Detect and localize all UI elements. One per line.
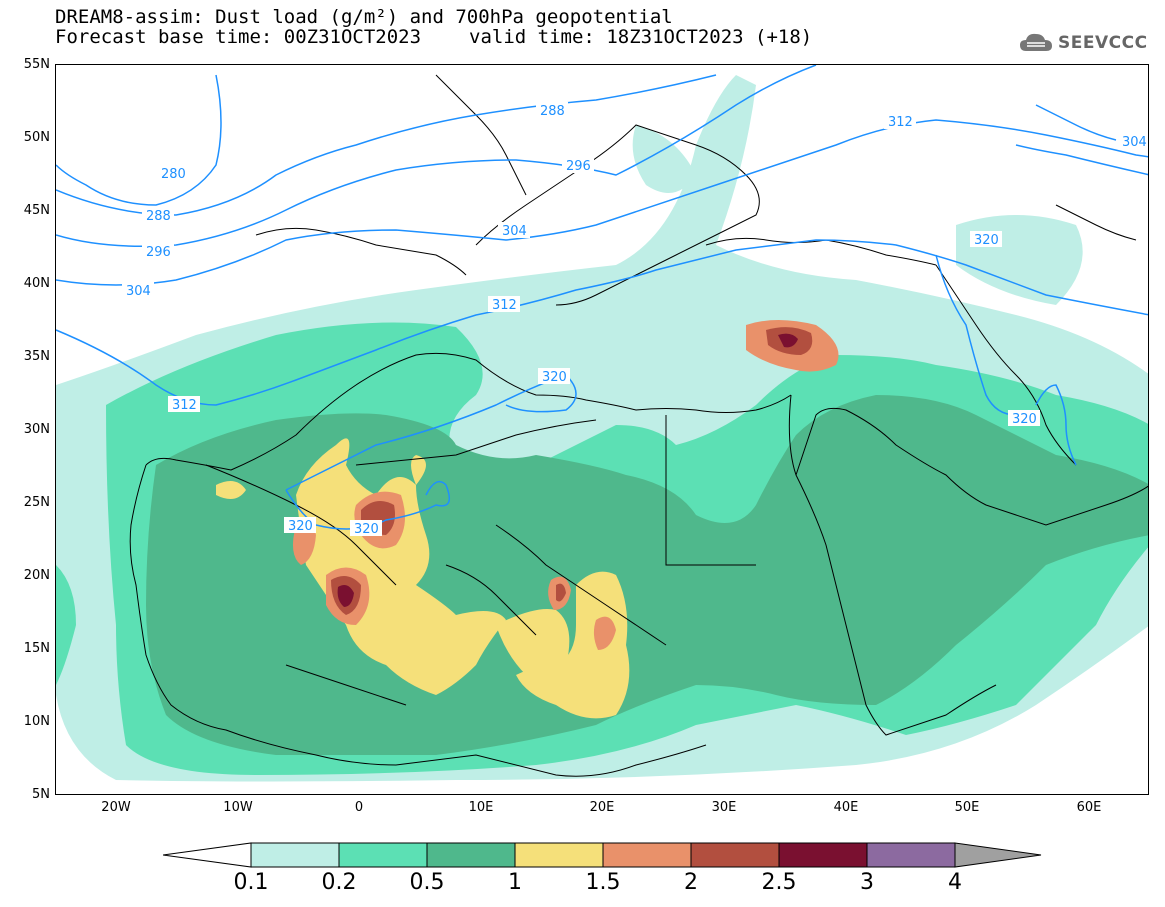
contour-label: 320 — [284, 517, 316, 534]
colorbar-label: 0.2 — [321, 870, 357, 895]
colorbar-label: 0.5 — [409, 870, 445, 895]
svg-text:320: 320 — [974, 233, 999, 248]
colorbar — [163, 842, 1042, 868]
lat-label: 20N — [23, 568, 50, 583]
colorbar-label: 1.5 — [585, 870, 621, 895]
lat-label: 45N — [23, 203, 50, 218]
svg-text:312: 312 — [888, 115, 913, 130]
dust-layer-1 — [216, 438, 630, 719]
svg-text:296: 296 — [566, 159, 591, 174]
colorbar-bin — [602, 842, 692, 868]
svg-text:304: 304 — [1122, 135, 1147, 150]
contour-label: 288 — [536, 102, 568, 119]
svg-text:312: 312 — [172, 398, 197, 413]
lon-label: 0 — [354, 800, 364, 815]
svg-text:320: 320 — [1012, 412, 1037, 427]
lat-label: 5N — [32, 787, 50, 802]
lat-label: 25N — [23, 495, 50, 510]
lat-label: 40N — [23, 276, 50, 291]
svg-text:312: 312 — [492, 298, 517, 313]
lat-label: 55N — [23, 57, 50, 72]
colorbar-label: 2 — [684, 870, 698, 895]
colorbar-label: 0.1 — [233, 870, 269, 895]
contour-label: 312 — [884, 113, 916, 130]
contour-label: 304 — [1118, 133, 1148, 150]
contour-label: 312 — [488, 296, 520, 313]
dust-layer-3 — [337, 333, 798, 607]
colorbar-bin — [778, 842, 868, 868]
lat-label: 30N — [23, 422, 50, 437]
contour-labels: 280 288 288 296 296 304 304 304 312 312 … — [122, 102, 1148, 537]
lat-label: 15N — [23, 641, 50, 656]
lon-label: 40E — [833, 800, 859, 815]
coastlines — [129, 74, 1148, 777]
colorbar-label: 3 — [860, 870, 874, 895]
lon-label: 30E — [711, 800, 737, 815]
colorbar-bin — [426, 842, 516, 868]
colorbar-min-arrow — [163, 842, 252, 868]
colorbar-bin — [338, 842, 428, 868]
contour-label: 280 — [156, 165, 188, 182]
svg-text:296: 296 — [146, 245, 171, 260]
lat-label: 50N — [23, 130, 50, 145]
lon-label: 50E — [954, 800, 980, 815]
colorbar-max-arrow — [954, 842, 1042, 868]
base-time: Forecast base time: 00Z31OCT2023 — [55, 26, 422, 48]
contour-label: 296 — [142, 243, 174, 260]
svg-text:288: 288 — [146, 209, 171, 224]
contour-label: 288 — [142, 207, 174, 224]
svg-text:320: 320 — [288, 519, 313, 534]
lat-label: 35N — [23, 349, 50, 364]
svg-text:280: 280 — [161, 167, 186, 182]
time-info: Forecast base time: 00Z31OCT2023 valid ti… — [55, 26, 812, 48]
svg-text:304: 304 — [126, 284, 151, 299]
colorbar-bin — [250, 842, 340, 868]
map-title: DREAM8-assim: Dust load (g/m²) and 700hP… — [55, 6, 673, 28]
cloud-icon — [1020, 33, 1052, 51]
lon-label: 20W — [101, 800, 131, 815]
contour-label: 296 — [562, 157, 594, 174]
lon-label: 60E — [1076, 800, 1102, 815]
svg-text:320: 320 — [542, 370, 567, 385]
colorbar-label: 4 — [948, 870, 962, 895]
seevccc-logo: SEEVCCC — [1018, 30, 1148, 56]
svg-text:288: 288 — [540, 104, 565, 119]
colorbar-bin — [866, 842, 956, 868]
svg-text:320: 320 — [354, 522, 379, 537]
logo-text: SEEVCCC — [1058, 33, 1148, 53]
contour-label: 304 — [122, 282, 154, 299]
contour-label: 320 — [538, 368, 570, 385]
lon-label: 10E — [468, 800, 494, 815]
colorbar-bin — [690, 842, 780, 868]
valid-time: valid time: 18Z31OCT2023 (+18) — [469, 26, 813, 48]
lon-label: 20E — [589, 800, 615, 815]
lon-label: 10W — [223, 800, 253, 815]
lat-label: 10N — [23, 714, 50, 729]
contour-label: 304 — [498, 222, 530, 239]
colorbar-bin — [514, 842, 604, 868]
contour-label: 312 — [168, 396, 200, 413]
geopotential-contours — [56, 65, 1148, 530]
contour-label: 320 — [350, 520, 382, 537]
contour-label: 320 — [1008, 410, 1040, 427]
svg-text:304: 304 — [502, 224, 527, 239]
colorbar-label: 1 — [508, 870, 522, 895]
contour-label: 320 — [970, 231, 1002, 248]
dust-map: 280 288 288 296 296 304 304 304 312 312 … — [55, 64, 1149, 795]
colorbar-label: 2.5 — [761, 870, 797, 895]
